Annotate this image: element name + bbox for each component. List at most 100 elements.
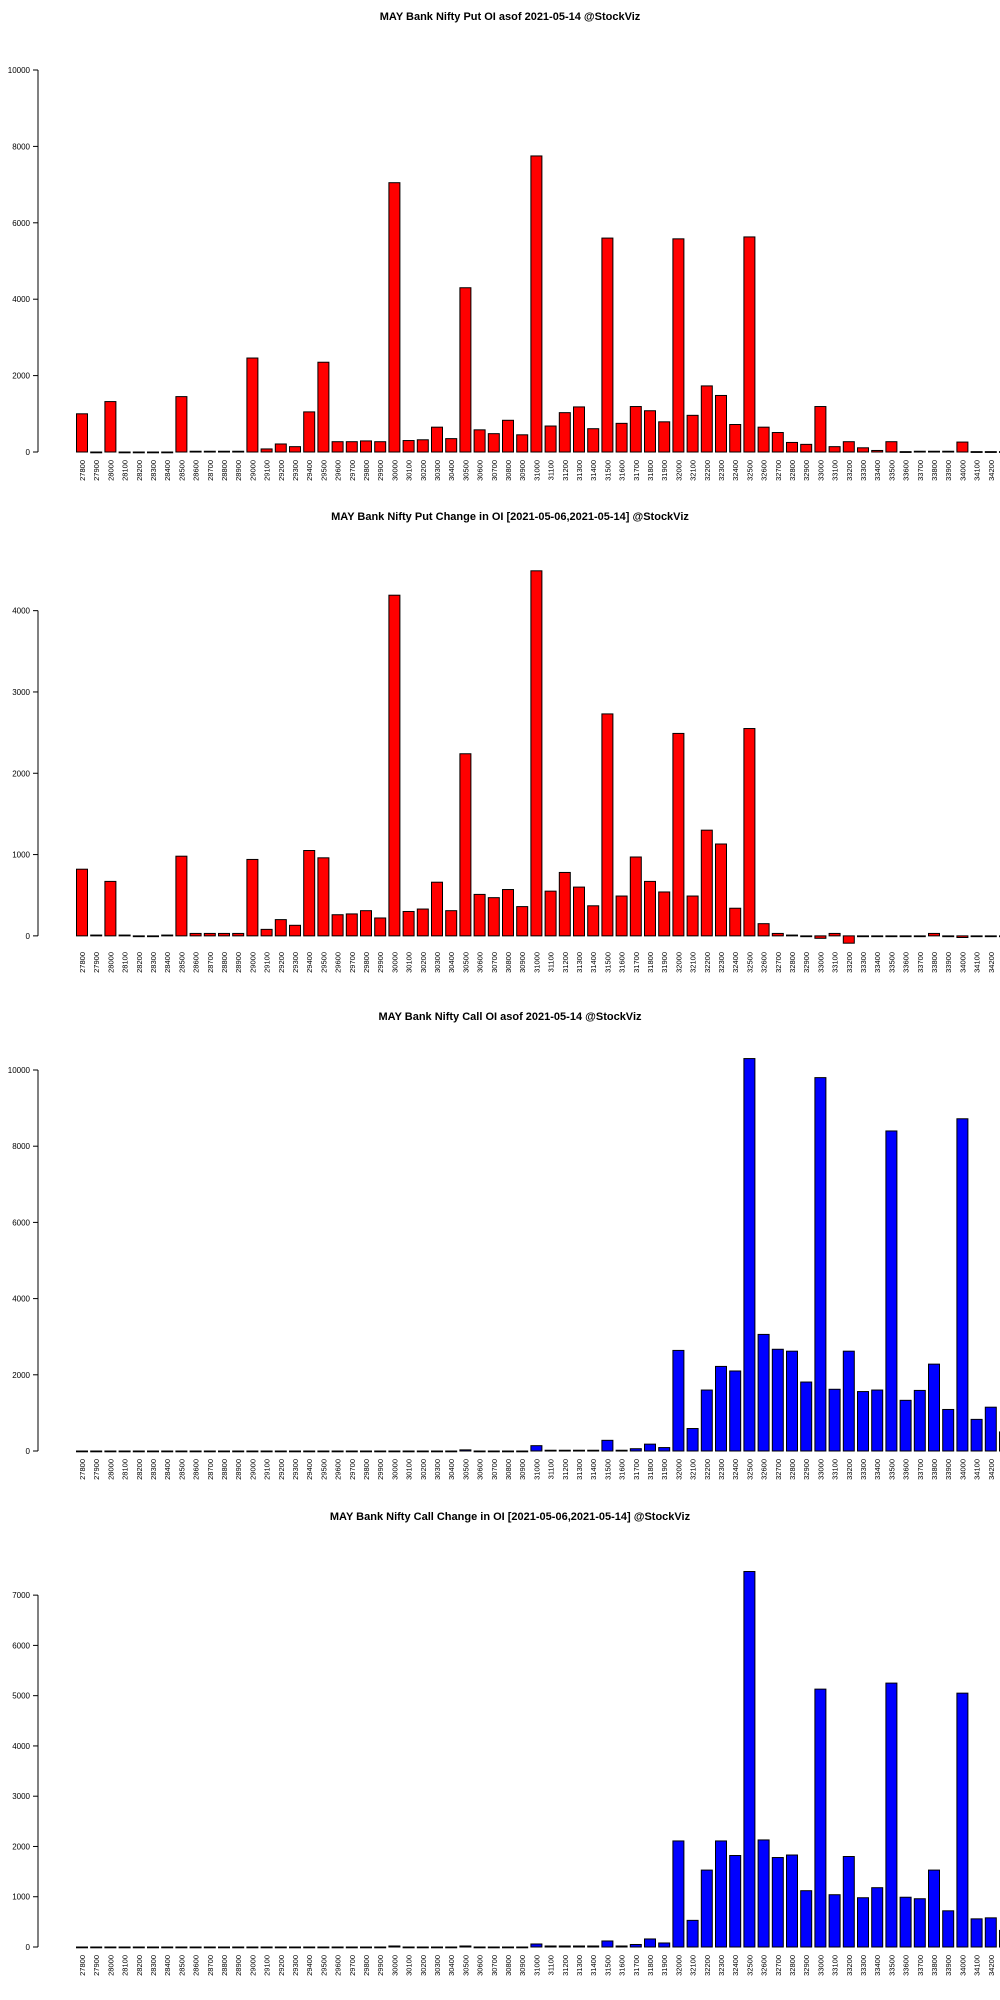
bar-33600 bbox=[899, 935, 912, 938]
bar-31400 bbox=[587, 905, 600, 937]
x-tick-label: 30300 bbox=[433, 1459, 442, 1480]
x-tick-label: 33100 bbox=[831, 952, 840, 973]
x-tick-label: 28200 bbox=[135, 1955, 144, 1976]
bar-28900 bbox=[232, 450, 245, 453]
bar-29300 bbox=[289, 1946, 301, 1949]
x-tick-label: 30200 bbox=[419, 1955, 428, 1976]
chart-panel-2: MAY Bank Nifty Put Change in OI [2021-05… bbox=[0, 500, 1000, 1000]
x-tick-label: 27900 bbox=[92, 460, 101, 481]
x-tick-label: 30000 bbox=[390, 1955, 399, 1976]
x-tick-label: 29200 bbox=[277, 952, 286, 973]
x-tick-label: 32300 bbox=[717, 460, 726, 481]
x-tick-label: 28800 bbox=[220, 1459, 229, 1480]
x-tick-label: 29300 bbox=[291, 460, 300, 481]
bar-30100 bbox=[402, 440, 415, 453]
bar-28200 bbox=[132, 935, 145, 938]
x-tick-label: 31800 bbox=[646, 460, 655, 481]
x-tick-label: 29500 bbox=[319, 1955, 328, 1976]
bar-32500 bbox=[743, 1571, 756, 1948]
x-tick-label: 33100 bbox=[831, 1955, 840, 1976]
x-tick-label: 32400 bbox=[731, 1955, 740, 1976]
bar-28200 bbox=[132, 1450, 145, 1453]
bar-29400 bbox=[303, 1946, 316, 1949]
bar-33300 bbox=[857, 1391, 869, 1452]
bar-29000 bbox=[246, 357, 259, 453]
x-tick-label: 31100 bbox=[547, 1459, 556, 1479]
bar-31600 bbox=[615, 1449, 628, 1452]
bar-30200 bbox=[416, 908, 429, 937]
x-tick-label: 30100 bbox=[405, 952, 414, 973]
x-tick-label: 32400 bbox=[731, 460, 740, 481]
bar-33700 bbox=[913, 1389, 926, 1452]
bar-30800 bbox=[502, 419, 514, 453]
bar-32200 bbox=[700, 829, 713, 937]
x-tick-label: 28700 bbox=[206, 1955, 215, 1976]
bar-28300 bbox=[147, 1946, 159, 1949]
x-tick-label: 29500 bbox=[319, 460, 328, 481]
bar-32900 bbox=[800, 443, 813, 453]
x-tick-label: 33500 bbox=[887, 460, 896, 481]
bar-33900 bbox=[942, 935, 955, 938]
x-tick-label: 30800 bbox=[504, 1955, 513, 1976]
x-tick-label: 30800 bbox=[504, 952, 513, 973]
bar-31800 bbox=[644, 1443, 656, 1452]
x-tick-label: 32900 bbox=[802, 1955, 811, 1976]
chart-svg-1: MAY Bank Nifty Put OI asof 2021-05-14 @S… bbox=[8, 11, 1000, 481]
bar-29100 bbox=[260, 1450, 273, 1453]
bar-30000 bbox=[388, 1450, 401, 1453]
x-tick-label: 31700 bbox=[632, 460, 641, 481]
x-tick-label: 29300 bbox=[291, 1459, 300, 1480]
bar-34000 bbox=[956, 1692, 969, 1948]
bar-31300 bbox=[573, 406, 585, 453]
x-tick-label: 33000 bbox=[816, 1459, 825, 1480]
bar-30200 bbox=[416, 439, 429, 453]
x-tick-label: 28000 bbox=[106, 1955, 115, 1976]
bar-28300 bbox=[147, 451, 159, 454]
bar-29800 bbox=[360, 1450, 372, 1453]
x-tick-label: 34000 bbox=[958, 1459, 967, 1480]
bar-32400 bbox=[729, 907, 742, 937]
bar-31500 bbox=[601, 1439, 614, 1452]
x-tick-label: 31400 bbox=[589, 460, 598, 481]
x-tick-label: 31500 bbox=[603, 952, 612, 973]
bar-31300 bbox=[573, 1449, 585, 1452]
bar-29600 bbox=[331, 914, 344, 937]
bar-31700 bbox=[629, 1448, 642, 1452]
bar-32900 bbox=[800, 1890, 813, 1948]
bar-30600 bbox=[473, 1450, 486, 1453]
bar-28000 bbox=[104, 1946, 117, 1949]
x-tick-label: 34100 bbox=[973, 460, 982, 481]
x-tick-label: 31200 bbox=[561, 1955, 570, 1976]
bar-29900 bbox=[374, 441, 387, 453]
y-tick-label: 1000 bbox=[12, 1893, 30, 1902]
bar-32000 bbox=[672, 1349, 685, 1452]
bar-31600 bbox=[615, 895, 628, 937]
x-tick-label: 30600 bbox=[476, 460, 485, 481]
x-tick-label: 30400 bbox=[447, 952, 456, 973]
x-tick-label: 31300 bbox=[575, 1459, 584, 1480]
bar-31300 bbox=[573, 1945, 585, 1948]
x-tick-label: 34100 bbox=[973, 1459, 982, 1480]
x-tick-label: 31300 bbox=[575, 1955, 584, 1976]
x-tick-label: 33400 bbox=[873, 1459, 882, 1480]
bar-28900 bbox=[232, 1450, 245, 1453]
x-tick-label: 31500 bbox=[603, 460, 612, 481]
x-tick-label: 33500 bbox=[887, 1955, 896, 1976]
x-tick-label: 28900 bbox=[234, 1955, 243, 1976]
bar-29800 bbox=[360, 1946, 372, 1949]
bar-27900 bbox=[90, 451, 103, 454]
x-tick-label: 29200 bbox=[277, 460, 286, 481]
x-tick-label: 33600 bbox=[902, 1955, 911, 1976]
bar-32400 bbox=[729, 1370, 742, 1452]
y-tick-label: 2000 bbox=[12, 372, 30, 381]
x-tick-label: 29400 bbox=[305, 1955, 314, 1976]
x-tick-label: 28400 bbox=[163, 1459, 172, 1480]
x-tick-label: 31800 bbox=[646, 1955, 655, 1976]
bar-31000 bbox=[530, 1943, 543, 1948]
x-tick-label: 31200 bbox=[561, 1459, 570, 1480]
bar-33800 bbox=[928, 1363, 940, 1452]
x-tick-label: 28500 bbox=[177, 460, 186, 481]
x-tick-label: 30400 bbox=[447, 460, 456, 481]
x-tick-label: 28600 bbox=[192, 952, 201, 973]
x-tick-label: 32600 bbox=[760, 1459, 769, 1480]
